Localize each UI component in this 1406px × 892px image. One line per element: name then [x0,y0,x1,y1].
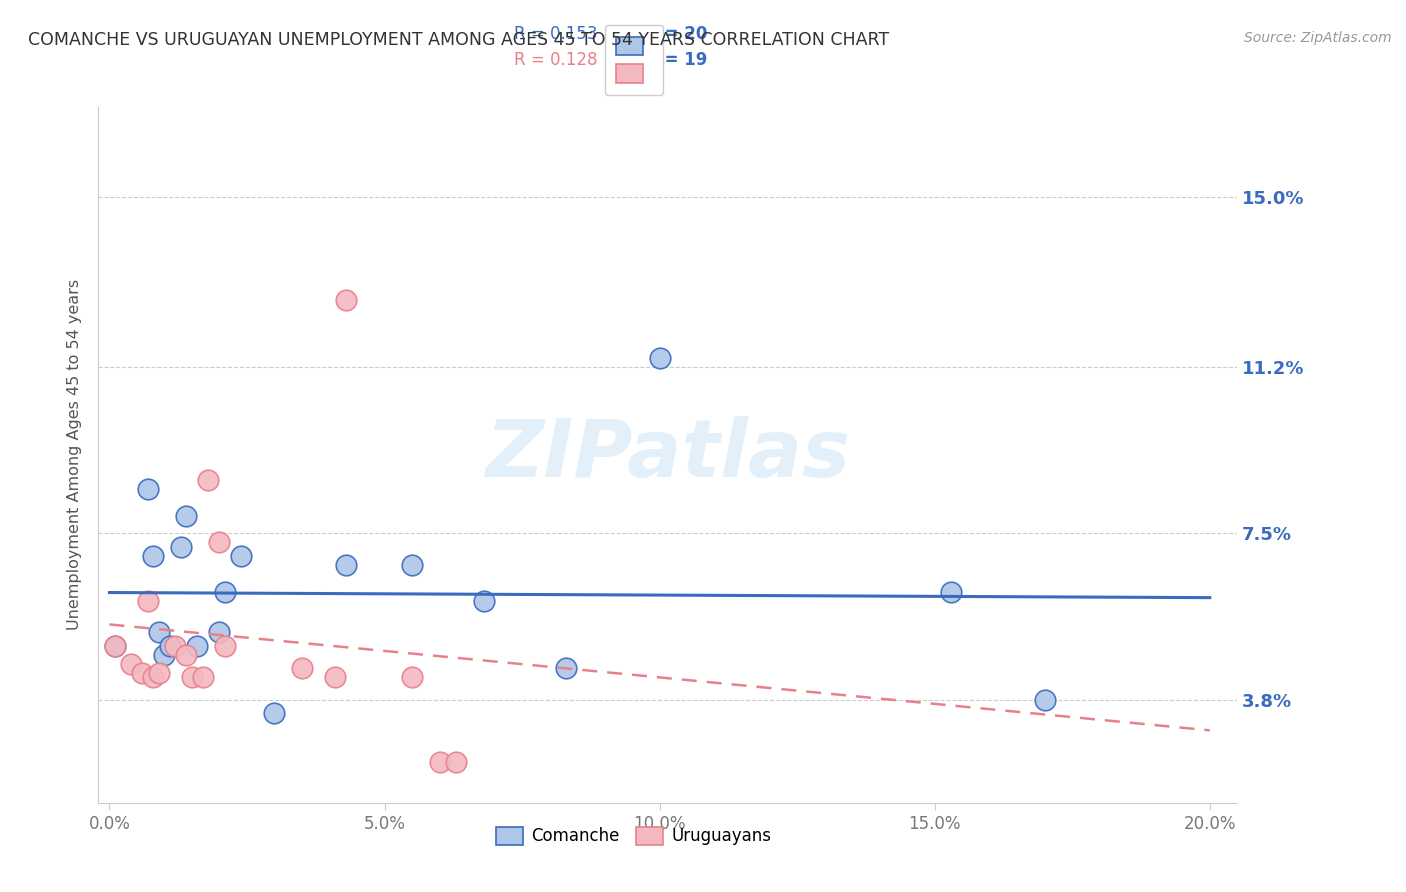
Point [181,670,204,684]
Point [148,625,170,640]
Point [136,482,159,496]
Point [214,639,236,653]
Text: N = 20: N = 20 [645,25,707,43]
Text: COMANCHE VS URUGUAYAN UNEMPLOYMENT AMONG AGES 45 TO 54 YEARS CORRELATION CHART: COMANCHE VS URUGUAYAN UNEMPLOYMENT AMONG… [28,31,889,49]
Y-axis label: Unemployment Among Ages 45 to 54 years: Unemployment Among Ages 45 to 54 years [67,279,83,631]
Point [186,639,208,653]
Point [191,670,214,684]
Point [170,540,193,554]
Point [1033,692,1056,706]
Point [472,594,495,608]
Point [208,535,231,549]
Point [159,639,181,653]
Point [153,648,176,662]
Point [231,549,253,563]
Point [335,293,357,307]
Point [648,351,671,366]
Point [263,706,285,720]
Point [208,625,231,640]
Point [335,558,357,572]
Point [291,661,314,675]
Point [148,665,170,680]
Point [197,473,219,487]
Point [444,756,467,770]
Text: ZIPatlas: ZIPatlas [485,416,851,494]
Point [323,670,346,684]
Point [104,639,127,653]
Legend: Comanche, Uruguayans: Comanche, Uruguayans [485,815,783,857]
Point [176,508,198,523]
Point [555,661,578,675]
Point [120,657,142,671]
Point [401,670,423,684]
Text: R = 0.128: R = 0.128 [515,51,598,69]
Point [214,584,236,599]
Point [941,584,963,599]
Point [176,648,198,662]
Text: R = 0.153: R = 0.153 [515,25,598,43]
Point [136,594,159,608]
Point [142,670,165,684]
Text: Source: ZipAtlas.com: Source: ZipAtlas.com [1244,31,1392,45]
Text: N = 19: N = 19 [645,51,707,69]
Point [131,665,153,680]
Point [142,549,165,563]
Point [104,639,127,653]
Point [429,756,451,770]
Point [165,639,187,653]
Point [401,558,423,572]
